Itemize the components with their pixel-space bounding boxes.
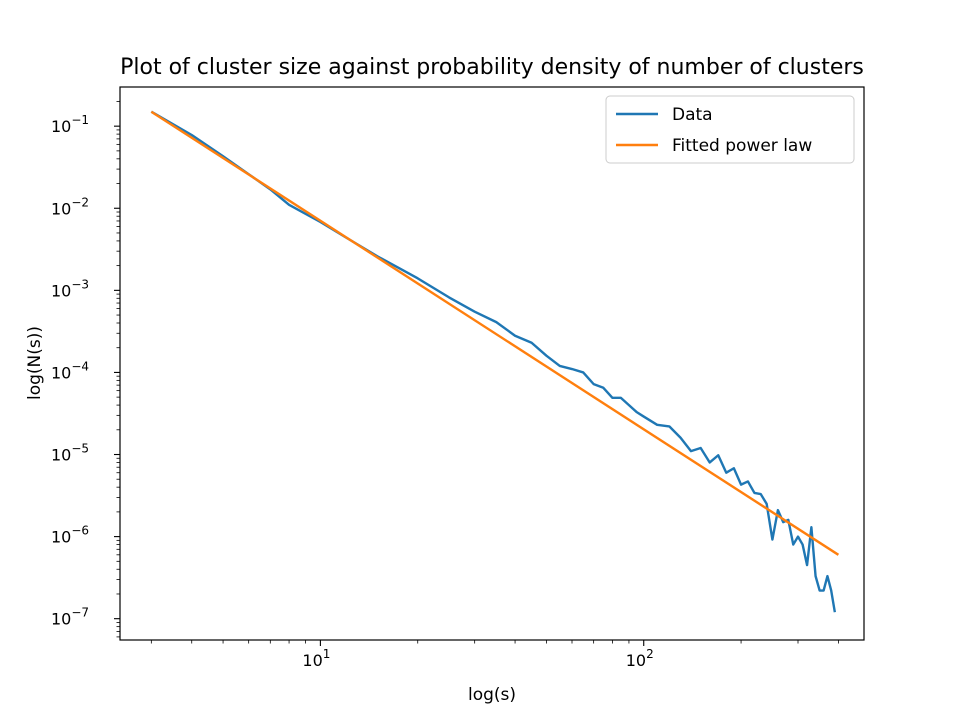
chart-title: Plot of cluster size against probability… bbox=[120, 55, 864, 80]
series-line-fitted-power-law bbox=[150, 110, 840, 556]
plot-frame bbox=[119, 86, 865, 641]
y-axis-label: log(N(s)) bbox=[25, 326, 45, 400]
series-line-data bbox=[150, 110, 837, 613]
x-axis-label: log(s) bbox=[468, 685, 516, 705]
x-axis: 101 102 bbox=[150, 640, 839, 670]
legend-label-data: Data bbox=[672, 105, 713, 125]
series-layer bbox=[150, 110, 840, 613]
legend: Data Fitted power law bbox=[605, 95, 855, 164]
legend-label-fit: Fitted power law bbox=[672, 136, 812, 156]
legend-box bbox=[605, 95, 855, 164]
